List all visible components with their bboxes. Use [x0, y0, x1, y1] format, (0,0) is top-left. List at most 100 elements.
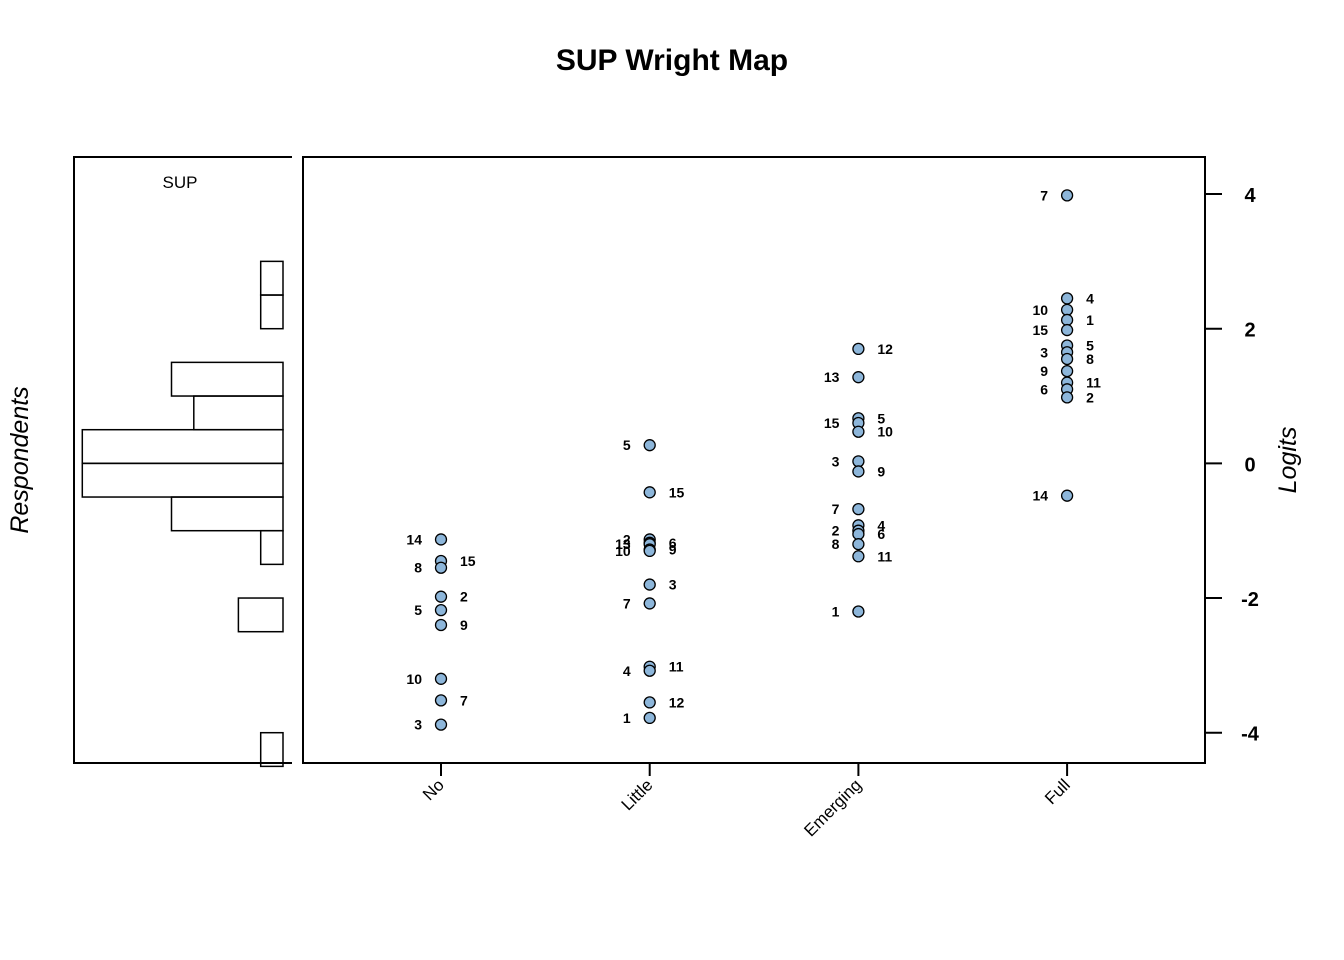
threshold-point: [1060, 313, 1074, 327]
threshold-point: [852, 550, 865, 563]
threshold-point: [643, 664, 656, 677]
threshold-point: [852, 503, 865, 516]
threshold-label: 8: [1086, 351, 1094, 367]
threshold-label: 12: [877, 341, 893, 357]
histogram-bar: [170, 496, 284, 532]
threshold-point: [852, 465, 865, 478]
threshold-label: 13: [615, 536, 631, 552]
threshold-label: 14: [406, 531, 422, 547]
threshold-point: [643, 597, 656, 610]
threshold-point: [643, 439, 656, 452]
threshold-label: 9: [669, 542, 677, 558]
threshold-label: 2: [1086, 389, 1094, 405]
threshold-label: 5: [877, 410, 885, 426]
threshold-point: [1060, 303, 1074, 316]
threshold-label: 10: [1033, 302, 1049, 318]
threshold-label: 2: [623, 531, 631, 547]
threshold-point: [434, 618, 448, 632]
person-axis-label: Respondents: [6, 386, 34, 533]
item-panel-frame: [302, 156, 1206, 764]
threshold-point: [852, 527, 865, 541]
histogram-bar: [259, 294, 284, 330]
threshold-point: [852, 538, 865, 551]
chart-title: SUP Wright Map: [556, 44, 788, 77]
y-tick-label: -2: [1241, 589, 1259, 611]
threshold-point: [852, 371, 865, 384]
threshold-point: [643, 578, 656, 591]
threshold-label: 10: [877, 424, 893, 440]
threshold-point: [434, 604, 448, 617]
threshold-point: [1060, 391, 1074, 404]
threshold-label: 9: [1040, 363, 1048, 379]
threshold-label: 13: [824, 369, 840, 385]
y-tick-label: 2: [1244, 320, 1255, 342]
threshold-point: [1060, 292, 1074, 305]
threshold-point: [434, 694, 448, 707]
threshold-label: 1: [1086, 312, 1094, 328]
logit-axis: 4 2 0 -2 -4: [1205, 185, 1260, 746]
threshold-label: 4: [1086, 290, 1094, 306]
threshold-point: [643, 696, 656, 709]
threshold-label: 5: [414, 602, 422, 618]
threshold-point: [852, 605, 865, 618]
threshold-label: 4: [623, 663, 631, 679]
threshold-label: 6: [1040, 381, 1048, 397]
histogram-bar: [237, 597, 284, 633]
threshold-label: 11: [669, 659, 684, 675]
threshold-point: [1060, 189, 1074, 202]
threshold-point: [1060, 364, 1074, 378]
threshold-label: 2: [832, 523, 840, 539]
threshold-point: [1060, 489, 1074, 502]
threshold-label: 11: [1086, 375, 1101, 391]
threshold-label: 7: [1040, 187, 1048, 203]
threshold-point: [1060, 352, 1074, 366]
threshold-label: 11: [877, 548, 892, 564]
threshold-label: 15: [1033, 322, 1049, 338]
threshold-label: 1: [623, 710, 631, 726]
threshold-point: [434, 718, 448, 731]
threshold-label: 10: [615, 543, 631, 559]
person-panel-title: SUP: [163, 173, 198, 192]
histogram-bar: [259, 731, 284, 768]
threshold-label: 3: [832, 453, 840, 469]
threshold-label: 6: [877, 526, 885, 542]
threshold-label: 15: [669, 484, 685, 500]
threshold-label: 10: [406, 671, 422, 687]
threshold-label: 2: [460, 589, 468, 605]
threshold-label: 7: [832, 501, 840, 517]
threshold-label: 3: [414, 717, 422, 733]
threshold-label: 7: [623, 595, 631, 611]
threshold-point: [852, 425, 865, 438]
threshold-point: [643, 711, 656, 725]
threshold-label: 5: [1086, 338, 1094, 354]
threshold-label: 1: [832, 604, 840, 620]
person-histogram: [81, 260, 284, 768]
threshold-point: [643, 486, 656, 499]
person-panel-frame: [73, 156, 292, 764]
threshold-point: [434, 533, 448, 546]
threshold-label: 15: [824, 415, 840, 431]
y-tick-label: 0: [1244, 454, 1255, 476]
threshold-label: 8: [832, 536, 840, 552]
threshold-label: 3: [669, 577, 677, 593]
threshold-label: 9: [877, 463, 885, 479]
threshold-label: 6: [669, 535, 677, 551]
threshold-label: 9: [460, 617, 468, 633]
threshold-point: [643, 544, 656, 558]
threshold-label: 12: [669, 694, 685, 710]
threshold-label: 3: [1040, 344, 1048, 360]
threshold-label: 7: [460, 692, 468, 708]
threshold-label: 5: [623, 437, 631, 453]
histogram-bar: [259, 529, 284, 566]
threshold-point: [852, 455, 865, 468]
threshold-label: 14: [1033, 488, 1049, 504]
threshold-label: 4: [877, 517, 885, 533]
threshold-label: 15: [460, 553, 476, 569]
logit-axis-label: Logits: [1274, 427, 1302, 494]
y-tick-label: -4: [1241, 724, 1260, 746]
threshold-point: [434, 672, 448, 685]
threshold-point: [434, 561, 448, 574]
threshold-label: 8: [414, 560, 422, 576]
threshold-point: [1060, 323, 1074, 337]
